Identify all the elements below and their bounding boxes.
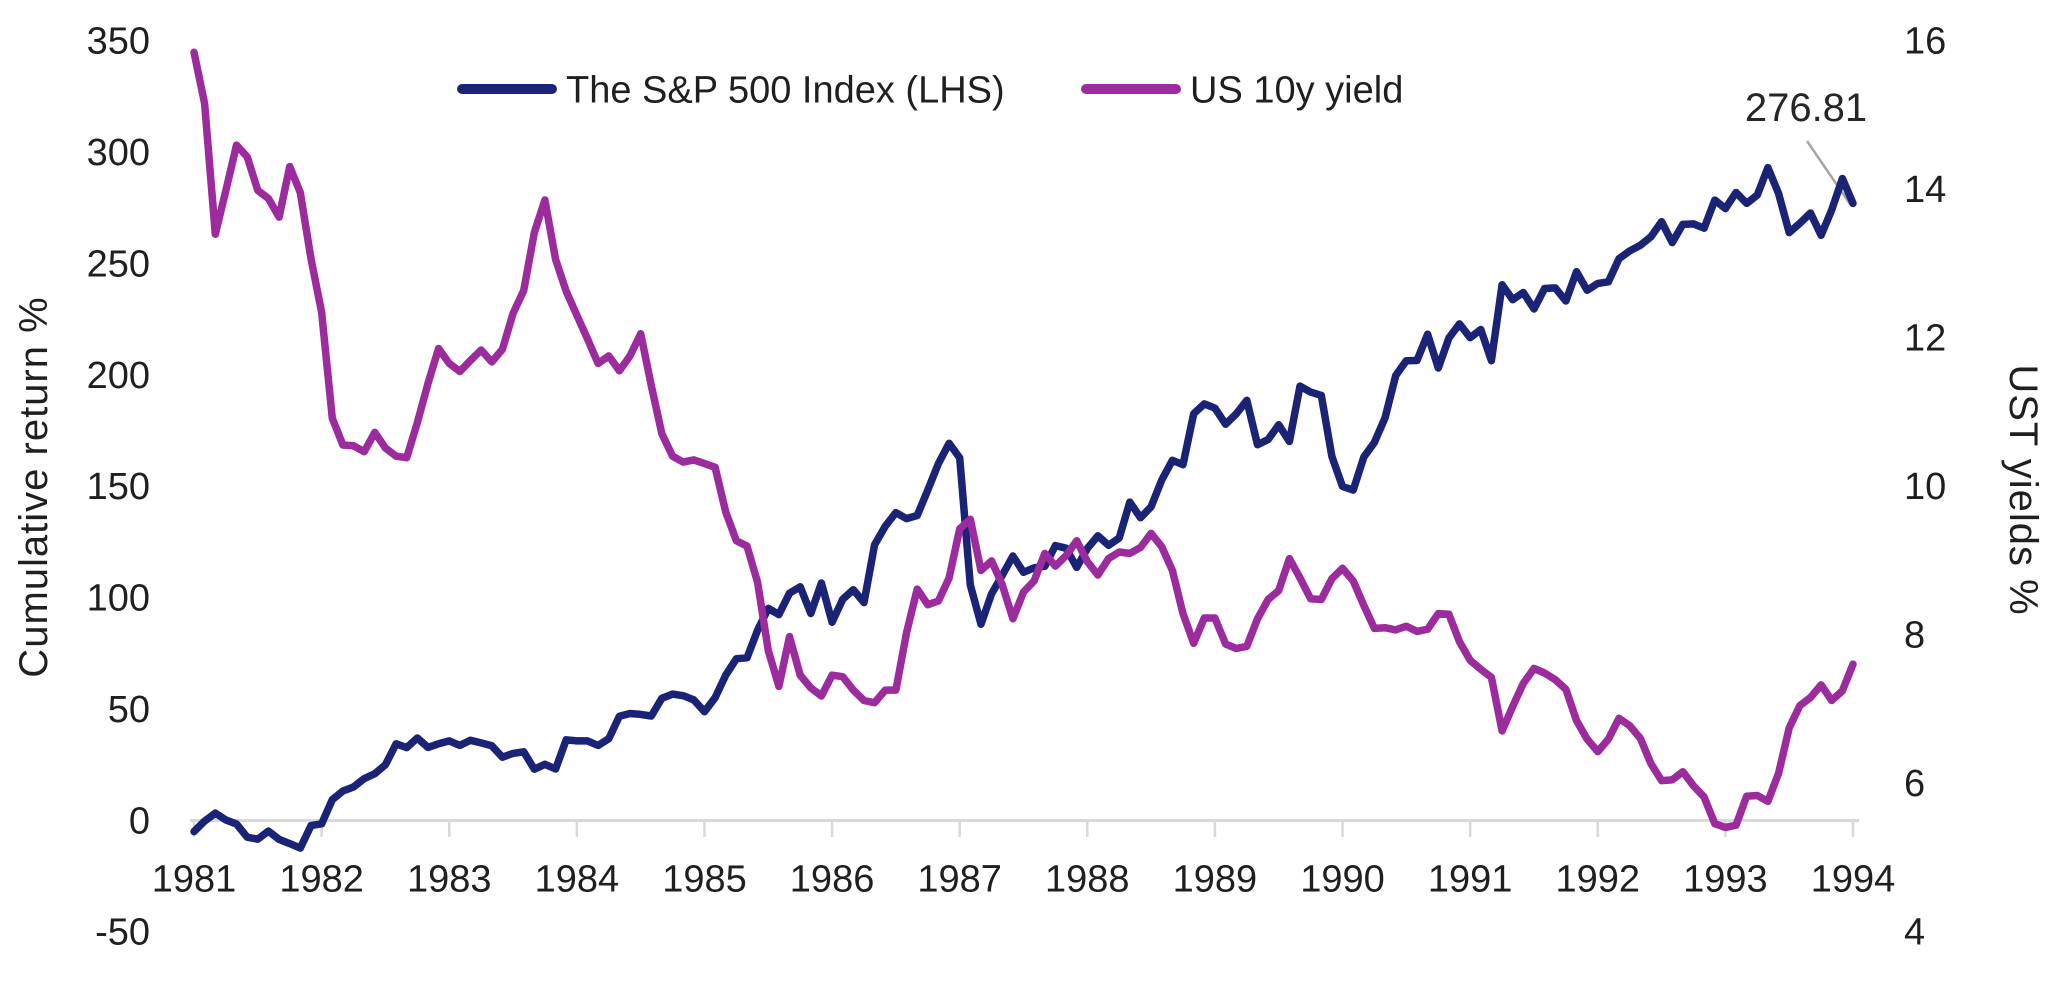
- left-axis-title: Cumulative return %: [12, 296, 56, 677]
- right-axis-tick-labels: 16 14 12 10 8 6 4: [1904, 21, 1946, 954]
- left-axis-tick-labels: 350 300 250 200 150 100 50 0 -50: [87, 21, 150, 954]
- legend-label-yield: US 10y yield: [1190, 69, 1403, 111]
- x-axis-year-label: 1988: [1045, 858, 1130, 900]
- right-axis-title: UST yields %: [2001, 364, 2045, 615]
- legend-label-sp500: The S&P 500 Index (LHS): [566, 69, 1005, 111]
- right-axis-tick-label: 14: [1904, 169, 1946, 211]
- x-axis-year-label: 1994: [1811, 858, 1896, 900]
- left-axis-tick-label: 350: [87, 21, 150, 63]
- right-axis-tick-label: 12: [1904, 318, 1946, 360]
- left-axis-tick-label: -50: [95, 912, 150, 954]
- x-axis-year-label: 1986: [790, 858, 875, 900]
- right-axis-tick-label: 6: [1904, 763, 1925, 805]
- x-axis-year-label: 1982: [279, 858, 364, 900]
- x-axis-year-labels: 1981 1982 1983 1984 1985 1986 1987 1988 1989 1990…: [152, 858, 1896, 900]
- x-axis-year-label: 1991: [1428, 858, 1513, 900]
- left-axis-tick-label: 250: [87, 243, 150, 285]
- x-axis-year-label: 1985: [662, 858, 747, 900]
- left-axis-tick-label: 100: [87, 578, 150, 620]
- x-axis-year-label: 1987: [917, 858, 1002, 900]
- x-axis-year-label: 1992: [1555, 858, 1640, 900]
- x-axis-year-label: 1981: [152, 858, 237, 900]
- x-axis-year-label: 1989: [1173, 858, 1258, 900]
- left-axis-tick-label: 300: [87, 132, 150, 174]
- sp500-line: [190, 163, 1857, 852]
- x-axis: [190, 819, 1859, 837]
- right-axis-tick-label: 10: [1904, 466, 1946, 508]
- last-value-annotation: 276.81: [1745, 86, 1867, 130]
- left-axis-tick-label: 150: [87, 466, 150, 508]
- right-axis-tick-label: 4: [1904, 912, 1925, 954]
- x-axis-year-label: 1990: [1300, 858, 1385, 900]
- x-axis-year-label: 1993: [1683, 858, 1768, 900]
- left-axis-tick-label: 50: [108, 689, 150, 731]
- legend: The S&P 500 Index (LHS) US 10y yield: [457, 69, 1403, 111]
- x-axis-year-label: 1984: [535, 858, 620, 900]
- us10y-yield-line: [190, 48, 1857, 832]
- left-axis-tick-label: 200: [87, 355, 150, 397]
- right-axis-tick-label: 8: [1904, 615, 1925, 657]
- right-axis-tick-label: 16: [1904, 21, 1946, 63]
- annotation-leader-line: [1805, 140, 1852, 205]
- x-axis-year-label: 1983: [407, 858, 492, 900]
- left-axis-tick-label: 0: [129, 800, 150, 842]
- data-series: [190, 48, 1857, 852]
